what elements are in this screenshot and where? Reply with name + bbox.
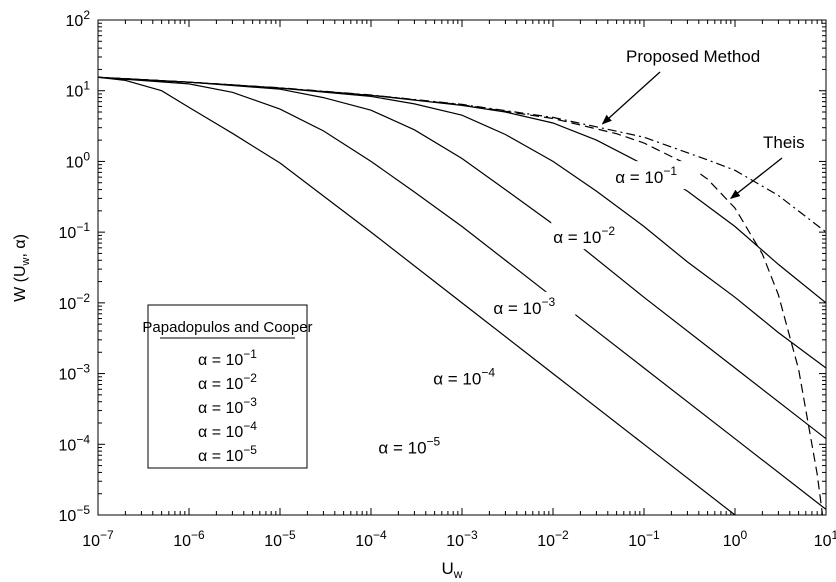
alpha-curve-label-4: α = 10−4 [433,366,495,389]
y-tick-label: 10−1 [59,220,91,242]
x-tick-label: 10−6 [173,528,205,550]
alpha-label-backdrop [613,161,698,190]
alpha-series-line-1 [98,76,826,304]
legend-entry-2: α = 10−2 [198,371,257,393]
x-tick-label: 100 [723,528,748,550]
axis-tick-labels: 10−7 10−6 10−5 10−4 10−3 10−2 10−1 100 101 10−5 10… [59,8,836,550]
alpha-label-backdrop [431,362,516,391]
alpha-curve-label-3: α = 10−3 [493,295,555,318]
proposed-method-label: Proposed Method [626,47,760,66]
x-tick-label: 10−5 [264,528,296,550]
alpha-curve-label-2: α = 10−2 [553,224,615,247]
legend-entry-5: α = 10−5 [198,443,257,465]
y-tick-label: 10−5 [59,503,91,525]
y-tick-label: 101 [66,79,91,101]
y-tick-label: 100 [66,149,91,171]
x-tick-label: 10−1 [628,528,660,550]
alpha-curve-label-1: α = 10−1 [615,164,677,187]
alpha-series-line-5 [98,76,736,515]
x-tick-label: 10−2 [537,528,569,550]
proposed-method-series-line [98,76,826,233]
series-layer [98,76,826,515]
proposed-method-arrow [601,71,661,125]
alpha-label-backdrop [491,291,576,320]
y-tick-label: 102 [66,8,91,30]
x-tick-label: 10−7 [82,528,114,550]
alpha-series-line-3 [98,76,826,440]
x-axis-label: Uw [442,559,463,581]
axis-ticks [97,19,827,516]
x-tick-label: 101 [814,528,836,550]
x-tick-label: 10−3 [446,528,478,550]
legend-title: Papadopulos and Cooper [142,319,312,336]
alpha-series-line-4 [98,76,826,510]
plot-frame [97,19,827,516]
y-tick-label: 10−2 [59,291,91,313]
legend-entry-4: α = 10−4 [198,419,257,441]
y-tick-label: 10−3 [59,362,91,384]
alpha-series-line-2 [98,76,826,369]
y-tick-label: 10−4 [59,432,91,454]
theis-label: Theis [763,133,805,152]
annotation-layer: Proposed Method Theis α = 10−1 α = 10−2 α = … [376,47,805,460]
theis-arrow [730,157,783,200]
legend-entry-3: α = 10−3 [198,395,257,417]
alpha-label-backdrop [376,431,461,460]
legend-box [147,304,308,469]
y-axis-label: W (Uw, α) [12,234,32,302]
alpha-label-backdrop [551,221,636,250]
legend-entry-1: α = 10−1 [198,347,257,369]
x-tick-label: 10−4 [355,528,387,550]
alpha-curve-label-5: α = 10−5 [378,435,440,458]
